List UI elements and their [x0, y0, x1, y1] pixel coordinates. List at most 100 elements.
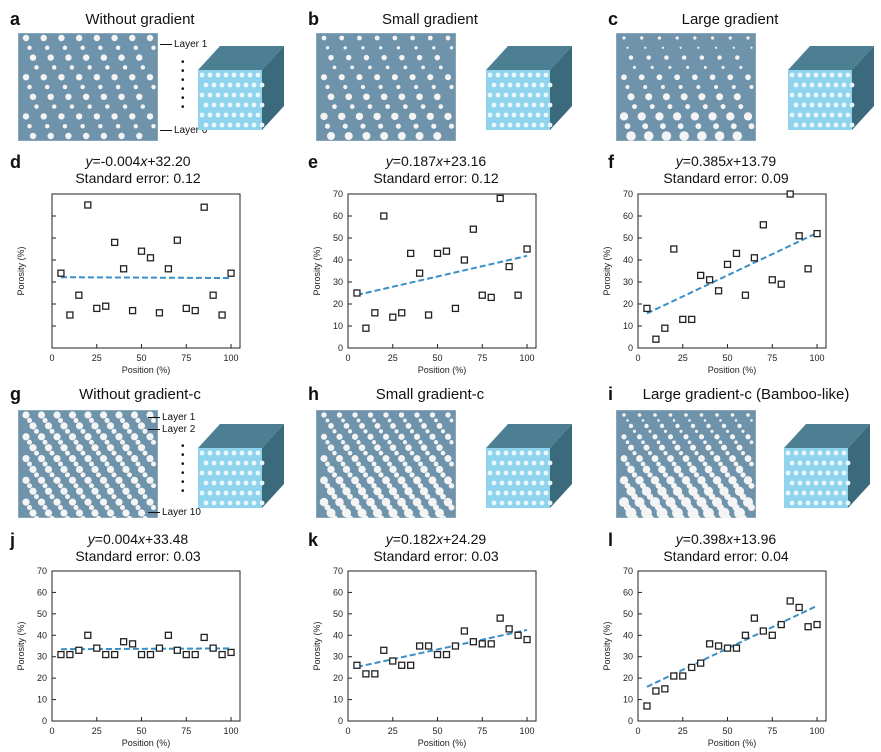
pore: [424, 493, 431, 500]
pore: [343, 84, 348, 90]
pore: [659, 423, 665, 429]
data-point: [155, 309, 164, 317]
pore: [33, 428, 40, 434]
data-point: [697, 271, 705, 280]
pore: [95, 428, 102, 434]
pore: [122, 65, 128, 70]
plot-frame: [637, 570, 827, 722]
pore: [663, 451, 668, 456]
cube-pore: [837, 72, 843, 78]
cube-pore: [199, 112, 205, 118]
cube-pore: [219, 82, 225, 88]
pore: [111, 74, 118, 81]
pore: [345, 93, 353, 101]
data-point: [523, 635, 531, 644]
pore: [40, 34, 47, 42]
pore: [122, 509, 130, 517]
pore: [363, 429, 368, 434]
y-tick-label: 60: [623, 211, 633, 221]
cube-pore: [239, 470, 245, 476]
pore: [640, 461, 646, 467]
equation-f-suffix: +13.79: [733, 153, 777, 169]
pore: [347, 450, 353, 456]
pore: [355, 112, 364, 121]
cube-pore: [825, 122, 831, 128]
cube-pore: [535, 450, 541, 456]
data-point: [786, 597, 794, 605]
cube-pore: [495, 470, 501, 476]
data-point: [451, 304, 460, 313]
panel-label-g: g: [10, 384, 21, 404]
pore: [356, 418, 361, 423]
pore: [378, 429, 384, 434]
data-point: [75, 646, 83, 654]
pore: [699, 55, 705, 60]
pore: [98, 45, 103, 51]
cube-pore: [539, 82, 545, 88]
pore: [344, 132, 353, 140]
y-tick-label: 20: [333, 299, 343, 309]
cube-pore: [491, 480, 497, 486]
cube-pore: [539, 460, 545, 466]
pore: [445, 35, 451, 41]
pore: [438, 65, 443, 70]
fit-line: [356, 254, 528, 296]
cube-pore: [515, 102, 521, 108]
pore: [325, 84, 330, 90]
equation-j-x: x: [138, 531, 145, 547]
cube-pore: [813, 92, 819, 98]
data-point: [514, 631, 522, 639]
data-point: [146, 254, 155, 262]
data-point: [804, 265, 812, 273]
panel-label-k: k: [308, 530, 319, 550]
pore: [374, 422, 381, 429]
cube-pore: [809, 122, 815, 128]
cube-pore: [829, 92, 835, 98]
pore: [65, 132, 72, 140]
cube-pore: [527, 72, 533, 78]
pore: [668, 413, 673, 417]
pore: [743, 112, 753, 121]
data-point: [705, 640, 714, 648]
pore: [733, 461, 739, 467]
pore: [44, 509, 53, 517]
data-point: [643, 702, 651, 710]
cube-pore: [203, 500, 209, 506]
pore: [57, 483, 64, 489]
data-point: [777, 280, 785, 288]
cube-front-face: [486, 70, 550, 130]
cube-pore: [211, 480, 217, 486]
layer-label-top-a: Layer 1: [160, 40, 207, 50]
pore: [734, 419, 738, 422]
pore: [440, 429, 446, 434]
data-point: [469, 638, 477, 646]
pore: [427, 35, 433, 41]
pore: [735, 465, 744, 474]
pore: [640, 36, 644, 40]
data-point: [209, 644, 217, 652]
y-tick-label: 10: [333, 321, 343, 331]
pore: [649, 104, 655, 110]
equation-l-body: =0.398: [682, 531, 726, 547]
pore: [53, 411, 61, 419]
cube-icon-a: [198, 46, 284, 130]
pore: [378, 123, 384, 129]
pore: [150, 483, 157, 489]
scatter-chart-j: 0 25 50 75 100 0 10 20 30 40 50 60 70 Position (%) Por…: [16, 566, 241, 748]
pore: [142, 450, 148, 456]
cube-icon-h: [486, 424, 572, 508]
cube-pore: [515, 122, 521, 128]
pore: [388, 508, 398, 518]
pore: [99, 454, 108, 463]
data-point: [670, 672, 678, 680]
pore: [420, 444, 428, 451]
cube-side-face: [262, 46, 284, 130]
pore: [449, 418, 454, 423]
cube-pore: [813, 112, 819, 118]
x-tick-label: 25: [678, 726, 688, 736]
pore: [680, 93, 688, 101]
pore: [104, 483, 110, 489]
equation-d-x: x: [140, 153, 148, 169]
pore: [91, 422, 99, 430]
pore: [702, 461, 708, 467]
